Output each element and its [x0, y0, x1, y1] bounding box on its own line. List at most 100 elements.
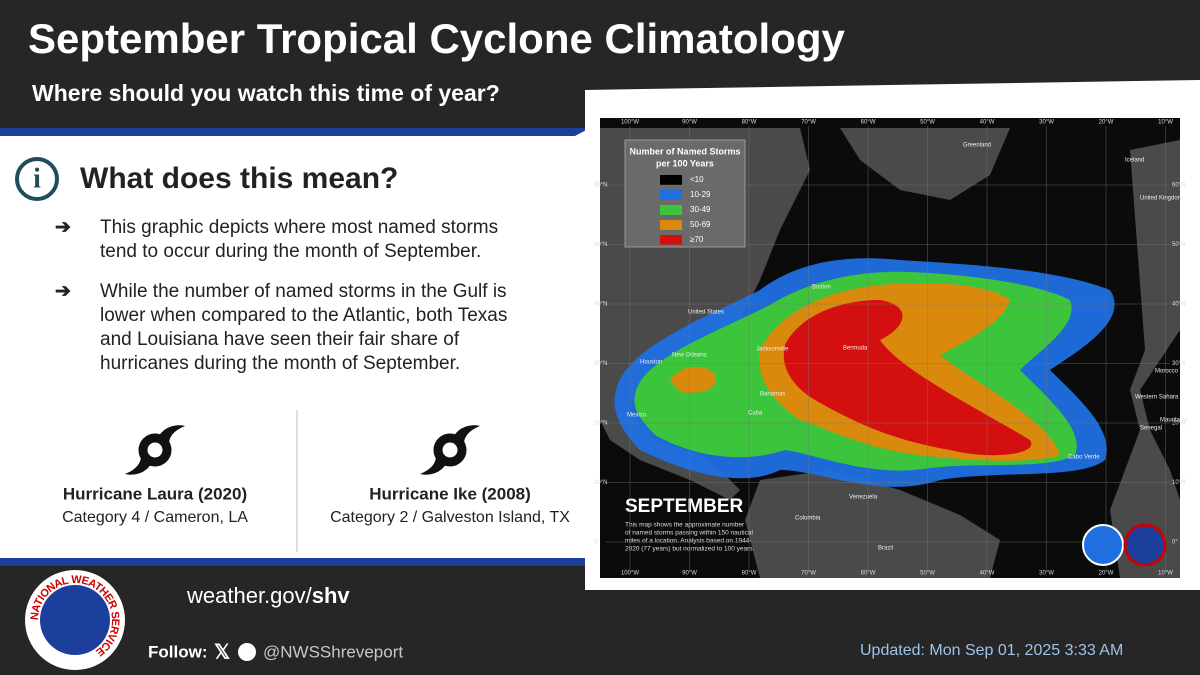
longitude-label: 10°W: [1158, 571, 1173, 577]
place-label: Boston: [812, 285, 831, 291]
hurricane-detail: Category 2 / Galveston Island, TX: [330, 509, 570, 526]
longitude-label: 90°W: [682, 120, 697, 126]
place-label: Mexico: [627, 413, 647, 419]
longitude-label: 20°W: [1099, 120, 1114, 126]
hurricane-name: Hurricane Ike (2008): [369, 484, 531, 503]
hurricane-icon: [420, 425, 480, 475]
x-icon: 𝕏: [214, 641, 230, 663]
longitude-label: 40°W: [980, 571, 995, 577]
website-suffix: shv: [312, 583, 351, 608]
europe-africa: [1110, 140, 1180, 578]
longitude-label: 50°W: [920, 571, 935, 577]
hurricane-arm: [454, 425, 480, 444]
website: weather.gov/shv: [186, 583, 350, 608]
place-label: Houston: [640, 360, 662, 366]
legend-label: 10-29: [690, 190, 711, 199]
latitude-label: 0°: [594, 540, 600, 546]
place-label: Venezuela: [849, 495, 878, 501]
updated: Updated: Mon Sep 01, 2025 3:33 AM: [860, 642, 1123, 659]
longitude-label: 30°W: [1039, 571, 1054, 577]
place-label: Western Sahara: [1135, 395, 1179, 401]
place-label: Greenland: [963, 143, 991, 149]
longitude-label: 100°W: [621, 571, 639, 577]
legend-label: ≥70: [690, 235, 704, 244]
place-label: Cabo Verde: [1068, 455, 1100, 461]
follow-label: Follow:: [148, 642, 207, 661]
legend-title: per 100 Years: [656, 158, 714, 168]
legend-swatch: [660, 175, 682, 185]
latitude-label: 50°N: [594, 242, 607, 248]
info-icon-glyph: i: [33, 163, 41, 194]
place-label: New Orleans: [672, 353, 707, 359]
latitude-label: 20°N: [594, 421, 607, 427]
handle: @NWSShreveport: [263, 642, 403, 661]
legend-swatch: [660, 220, 682, 230]
latitude-label: 40°N: [594, 302, 607, 308]
storm-band-70: [783, 300, 1032, 456]
legend-label: 50-69: [690, 220, 711, 229]
latitude-label: 60°N: [594, 183, 607, 189]
hurricane-eye: [138, 433, 172, 467]
place-label: United States: [688, 310, 724, 316]
legend-swatch: [660, 190, 682, 200]
place-label: Bermuda: [843, 346, 868, 352]
map-caption: of named storms passing within 150 nauti…: [625, 530, 753, 537]
hurricane-arm: [159, 425, 185, 444]
bullet-line: hurricanes during the month of September…: [100, 353, 460, 374]
hurricane-name: Hurricane Laura (2020): [63, 484, 247, 503]
facebook-icon: [238, 643, 256, 661]
legend-title: Number of Named Storms: [629, 146, 740, 156]
latitude-label: 30°N: [594, 361, 607, 367]
place-label: Mauritania: [1160, 418, 1189, 424]
longitude-label: 80°W: [742, 120, 757, 126]
map-caption: This map shows the approximate number: [625, 522, 745, 529]
header-stripe: [0, 128, 590, 136]
latitude-label: 30°N: [1172, 361, 1185, 367]
longitude-label: 30°W: [1039, 120, 1054, 126]
bullet-line: lower when compared to the Atlantic, bot…: [100, 305, 507, 326]
bullet-arrow: ➔: [55, 281, 71, 302]
section-heading: What does this mean?: [80, 162, 398, 195]
hurricane-arm: [420, 456, 446, 475]
legend-box: [624, 139, 746, 248]
nws-map-logo: [1123, 523, 1167, 567]
bullet-line: This graphic depicts where most named st…: [100, 217, 498, 238]
longitude-label: 70°W: [801, 120, 816, 126]
footer-stripe: [0, 558, 600, 566]
map-caption: miles of a location. Analysis based on 1…: [625, 538, 751, 545]
bullet-arrow: ➔: [55, 217, 71, 238]
place-label: Morocco: [1155, 369, 1179, 375]
place-label: Brazil: [878, 546, 893, 552]
longitude-label: 100°W: [621, 120, 639, 126]
subtitle: Where should you watch this time of year…: [32, 80, 500, 106]
longitude-label: 10°W: [1158, 120, 1173, 126]
legend-swatch: [660, 235, 682, 245]
place-label: Cuba: [748, 411, 763, 417]
latitude-label: 20°N: [1172, 421, 1185, 427]
longitude-label: 20°W: [1099, 571, 1114, 577]
latitude-label: 10°N: [594, 480, 607, 486]
latitude-label: 40°N: [1172, 302, 1185, 308]
legend-label: <10: [690, 175, 704, 184]
noaa-logo: [1082, 524, 1124, 566]
place-label: United Kingdom: [1140, 196, 1183, 202]
longitude-label: 60°W: [861, 120, 876, 126]
nws-logo-inner: [40, 585, 110, 655]
info-icon: [15, 157, 59, 201]
longitude-label: 60°W: [861, 571, 876, 577]
bullet-line: tend to occur during the month of Septem…: [100, 241, 481, 262]
hurricane-eye: [433, 433, 467, 467]
bullet-line: While the number of named storms in the …: [100, 281, 507, 302]
latitude-label: 0°: [1172, 540, 1178, 546]
latitude-label: 50°N: [1172, 242, 1185, 248]
place-label: Senegal: [1140, 426, 1162, 432]
map-caption: 2020 (77 years) but normalized to 100 ye…: [625, 546, 755, 553]
legend-label: 30-49: [690, 205, 711, 214]
longitude-label: 50°W: [920, 120, 935, 126]
bullet-line: and Louisiana have seen their fair share…: [100, 329, 460, 350]
place-label: Iceland: [1125, 158, 1144, 164]
latitude-label: 60°N: [1172, 183, 1185, 189]
hurricane-detail: Category 4 / Cameron, LA: [62, 509, 248, 526]
title: September Tropical Cyclone Climatology: [28, 15, 846, 62]
